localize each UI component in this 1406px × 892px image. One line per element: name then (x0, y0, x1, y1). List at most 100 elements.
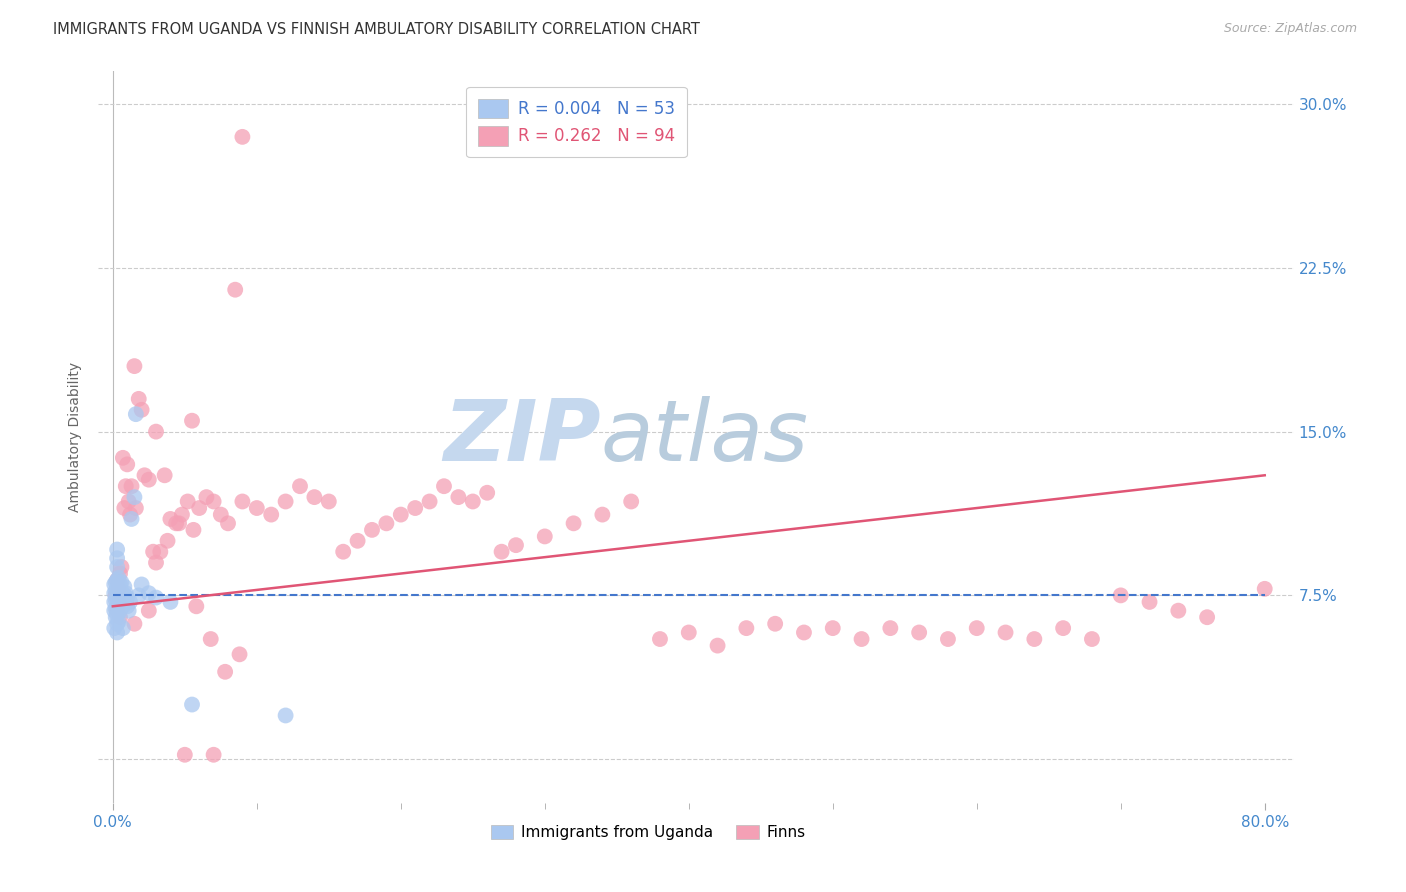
Point (706, 639, 728, 653)
Point (159, 512, 181, 526)
Point (304, 490, 326, 504)
Point (131, 402, 153, 417)
Point (103, 604, 125, 618)
Point (188, 501, 211, 516)
Point (104, 588, 127, 602)
Point (936, 632, 959, 646)
Point (108, 610, 131, 624)
Point (114, 595, 136, 609)
Point (105, 560, 128, 574)
Point (173, 747, 195, 762)
Point (165, 516, 187, 531)
Point (124, 359, 146, 373)
Point (318, 494, 340, 508)
Point (851, 632, 873, 646)
Point (111, 450, 134, 465)
Point (1167, 604, 1189, 618)
Point (202, 494, 225, 508)
Point (110, 592, 132, 607)
Point (231, 494, 253, 508)
Legend: Immigrants from Uganda, Finns: Immigrants from Uganda, Finns (485, 819, 811, 847)
Point (107, 571, 129, 585)
Point (121, 512, 143, 526)
Point (114, 479, 136, 493)
Y-axis label: Ambulatory Disability: Ambulatory Disability (69, 362, 83, 512)
Point (107, 615, 129, 629)
Point (1109, 588, 1132, 602)
Point (332, 545, 354, 559)
Point (108, 566, 131, 581)
Point (105, 625, 128, 640)
Point (562, 516, 585, 531)
Point (128, 392, 150, 406)
Point (105, 599, 128, 614)
Point (1139, 595, 1161, 609)
Point (105, 573, 128, 587)
Point (104, 601, 127, 615)
Point (104, 610, 127, 624)
Point (1197, 610, 1219, 624)
Point (103, 586, 125, 600)
Point (108, 577, 131, 591)
Point (1024, 632, 1046, 646)
Point (111, 599, 134, 614)
Point (735, 621, 758, 635)
Point (115, 458, 138, 472)
Point (260, 508, 283, 522)
Point (153, 468, 176, 483)
Point (112, 580, 135, 594)
Point (107, 595, 129, 609)
Point (105, 551, 128, 566)
Point (202, 747, 225, 762)
Point (361, 523, 384, 537)
Point (138, 586, 160, 600)
Point (793, 625, 815, 640)
Point (138, 473, 160, 487)
Point (678, 625, 700, 640)
Point (110, 584, 132, 599)
Point (145, 591, 167, 605)
Point (105, 573, 128, 587)
Point (118, 494, 141, 508)
Point (404, 501, 426, 516)
Point (111, 591, 134, 605)
Point (131, 577, 153, 591)
Point (107, 588, 129, 602)
Point (491, 545, 513, 559)
Point (128, 588, 150, 602)
Point (209, 508, 232, 522)
Point (105, 616, 128, 631)
Point (142, 545, 165, 559)
Point (145, 425, 167, 439)
Point (104, 592, 127, 607)
Point (104, 584, 127, 599)
Point (389, 508, 412, 522)
Point (118, 604, 141, 618)
Point (591, 508, 613, 522)
Point (274, 708, 297, 723)
Point (231, 129, 253, 144)
Point (214, 665, 236, 679)
Point (176, 494, 198, 508)
Point (112, 588, 135, 602)
Text: IMMIGRANTS FROM UGANDA VS FINNISH AMBULATORY DISABILITY CORRELATION CHART: IMMIGRANTS FROM UGANDA VS FINNISH AMBULA… (53, 22, 700, 37)
Point (224, 283, 246, 297)
Point (648, 632, 671, 646)
Point (228, 648, 250, 662)
Text: Source: ZipAtlas.com: Source: ZipAtlas.com (1223, 22, 1357, 36)
Point (104, 575, 127, 590)
Point (149, 545, 172, 559)
Point (103, 621, 125, 635)
Point (821, 621, 844, 635)
Point (134, 468, 156, 483)
Point (200, 632, 222, 646)
Point (125, 407, 148, 421)
Point (167, 516, 190, 531)
Point (107, 582, 129, 596)
Point (195, 490, 218, 504)
Text: atlas: atlas (600, 395, 808, 479)
Point (107, 597, 129, 611)
Text: ZIP: ZIP (443, 395, 600, 479)
Point (879, 621, 901, 635)
Point (183, 523, 205, 537)
